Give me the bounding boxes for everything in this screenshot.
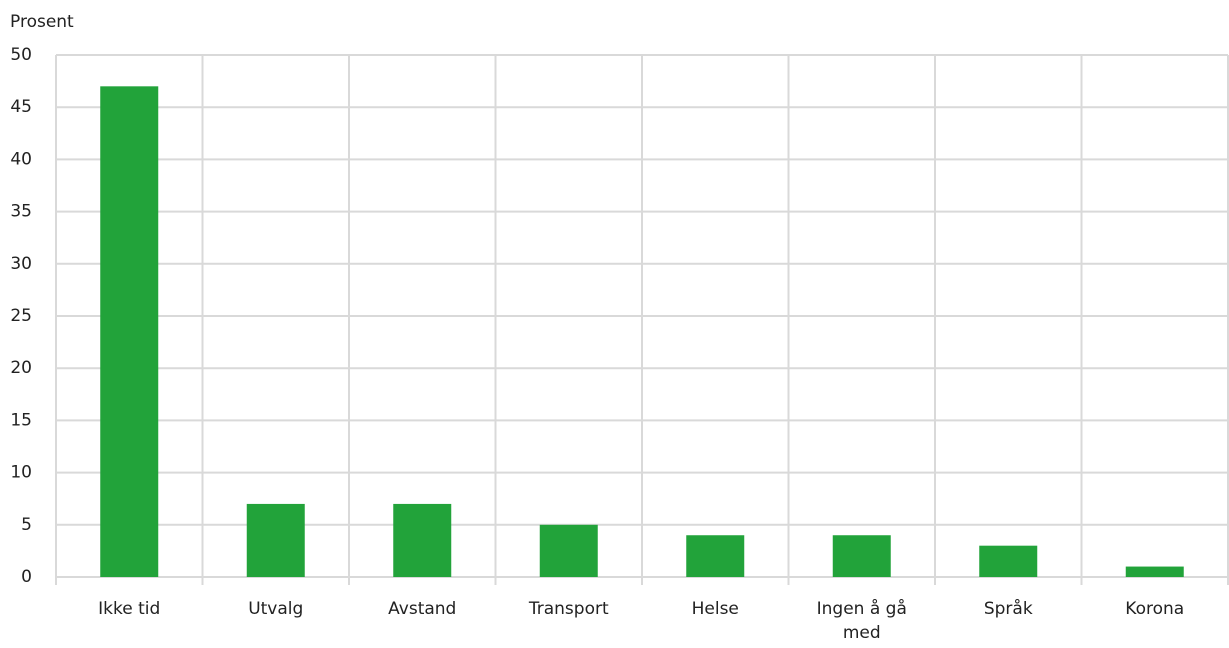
bar [979,545,1038,577]
y-tick-label: 10 [10,463,32,483]
bar [832,535,891,577]
bar [100,86,159,577]
x-tick-label: Transport [528,599,609,619]
y-tick-label: 40 [10,149,32,169]
y-axis-label: Prosent [10,12,74,32]
y-tick-label: 35 [10,202,32,222]
y-tick-label: 20 [10,358,32,378]
x-tick-label: Ikke tid [98,599,161,619]
bar [1125,566,1184,577]
y-tick-label: 50 [10,45,32,65]
x-tick-label: Avstand [388,599,457,619]
y-tick-label: 0 [21,567,32,587]
bar [686,535,745,577]
y-tick-label: 25 [10,306,32,326]
y-tick-label: 45 [10,97,32,117]
bar [393,503,452,577]
x-tick-label: Korona [1125,599,1185,619]
x-tick-label: Utvalg [248,599,304,619]
y-tick-label: 5 [21,515,32,535]
x-tick-label: Språk [983,599,1033,619]
y-tick-label: 15 [10,410,32,430]
x-tick-label: Helse [691,599,739,619]
bar [246,503,305,577]
y-tick-label: 30 [10,254,32,274]
bar [539,524,598,577]
x-tick-label: Ingen å gå med [816,599,907,643]
